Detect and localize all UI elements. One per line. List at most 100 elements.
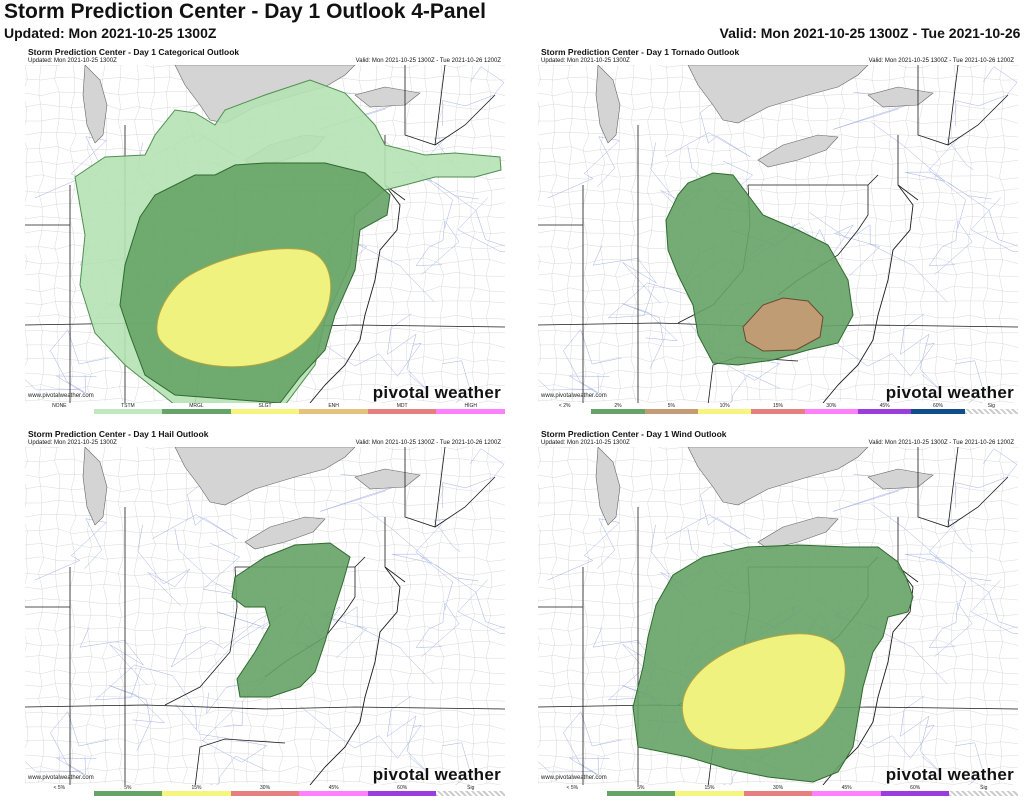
legend-swatch — [230, 409, 300, 414]
legend-item: TSTM — [93, 403, 163, 415]
legend-label: 60% — [932, 403, 943, 409]
panel-updated-time: Updated: Mon 2021-10-25 1300Z — [28, 440, 117, 446]
legend-item: 15% — [675, 786, 744, 797]
legend-swatch — [606, 791, 676, 796]
legend-label: HIGH — [464, 403, 478, 409]
legend-item: 30% — [804, 403, 858, 415]
legend-item: 60% — [367, 785, 437, 797]
coastline — [309, 184, 401, 403]
legend-label: 15% — [772, 403, 783, 409]
legend-label: Sig — [987, 403, 995, 409]
lake-michigan — [595, 447, 621, 526]
legend-swatch — [591, 409, 645, 414]
legend-item: < 5% — [25, 786, 94, 797]
coastline — [309, 566, 401, 785]
legend-item: HIGH — [436, 403, 506, 415]
panel-valid-time: Valid: Mon 2021-10-25 1300Z - Tue 2021-1… — [355, 58, 501, 64]
panel-updated-time: Updated: Mon 2021-10-25 1300Z — [28, 58, 117, 64]
tornado-5pct-area — [742, 297, 824, 352]
lake-huron-erie — [174, 447, 356, 550]
legend-item: 30% — [230, 785, 300, 797]
legend-item: 10% — [697, 403, 752, 415]
legend-label: 15% — [191, 785, 202, 791]
legend-label: 5% — [667, 403, 675, 409]
pivotal-weather-logo: pivotal weather — [372, 765, 501, 784]
legend-label: 60% — [397, 785, 408, 791]
legend-label: TSTM — [121, 403, 135, 409]
legend-swatch — [857, 409, 912, 414]
legend-swatch — [697, 409, 752, 414]
legend-item: 15% — [751, 403, 805, 415]
legend-label: < 5% — [566, 785, 579, 791]
legend-swatch — [743, 791, 813, 796]
state-borders — [538, 65, 1018, 403]
legend-label: 15% — [704, 785, 715, 791]
legend-label: Sig — [467, 785, 475, 791]
panel-updated-time: Updated: Mon 2021-10-25 1300Z — [541, 58, 630, 64]
categorical-outlook-panel: Storm Prediction Center - Day 1 Categori… — [25, 45, 506, 415]
legend-swatch — [538, 409, 592, 414]
outlook-map: www.pivotalweather.com pivotal weather — [538, 447, 1018, 785]
legend-item: 30% — [743, 785, 813, 797]
wind-15pct-area — [681, 633, 846, 751]
legend-swatch — [436, 409, 506, 414]
risk-legend: < 5% 5% 15% 30% 45% 60% Sig — [538, 785, 1019, 797]
legend-item: MDT — [367, 404, 437, 415]
pivotal-weather-logo: pivotal weather — [885, 383, 1014, 402]
legend-swatch — [367, 409, 437, 414]
lake-michigan — [595, 65, 621, 144]
legend-swatch — [93, 791, 163, 796]
wind-outlook-panel: Storm Prediction Center - Day 1 Wind Out… — [538, 427, 1019, 797]
page-updated-time: Updated: Mon 2021-10-25 1300Z — [4, 25, 217, 41]
legend-swatch — [162, 791, 231, 796]
hail-outlook-panel: Storm Prediction Center - Day 1 Hail Out… — [25, 427, 506, 797]
panel-title: Storm Prediction Center - Day 1 Tornado … — [541, 47, 740, 57]
legend-label: 30% — [773, 785, 784, 791]
legend-swatch — [964, 409, 1018, 414]
legend-item: 5% — [606, 785, 676, 797]
legend-swatch — [880, 791, 950, 796]
legend-item: 60% — [880, 785, 950, 797]
legend-label: < 2% — [558, 403, 571, 409]
coastline — [822, 184, 914, 403]
panel-updated-time: Updated: Mon 2021-10-25 1300Z — [541, 440, 630, 446]
legend-label: < 5% — [53, 785, 66, 791]
lake-ontario — [354, 86, 421, 108]
legend-swatch — [93, 409, 163, 414]
legend-item: < 2% — [538, 403, 592, 415]
source-credit: www.pivotalweather.com — [28, 393, 94, 399]
legend-swatch — [162, 409, 231, 414]
legend-label: 30% — [826, 403, 837, 409]
legend-label: NONE — [52, 403, 67, 409]
legend-swatch — [804, 409, 858, 414]
legend-swatch — [367, 791, 437, 796]
legend-label: 30% — [260, 785, 271, 791]
legend-label: 45% — [328, 785, 339, 791]
legend-item: 60% — [911, 403, 965, 415]
legend-item: 2% — [591, 403, 645, 415]
panel-valid-time: Valid: Mon 2021-10-25 1300Z - Tue 2021-1… — [355, 440, 501, 446]
lake-michigan — [82, 65, 108, 144]
legend-label: 2% — [614, 403, 622, 409]
risk-legend: < 5% 5% 15% 30% 45% 60% Sig — [25, 785, 506, 797]
legend-item: Sig — [436, 785, 506, 797]
legend-label: 5% — [637, 785, 645, 791]
panel-title: Storm Prediction Center - Day 1 Hail Out… — [28, 429, 209, 439]
legend-item: 15% — [162, 786, 231, 797]
legend-item: Sig — [964, 403, 1018, 415]
legend-swatch — [675, 791, 744, 796]
outlook-map: www.pivotalweather.com pivotal weather — [25, 65, 505, 403]
legend-swatch — [299, 409, 368, 414]
legend-swatch — [644, 409, 698, 414]
legend-swatch — [25, 791, 94, 796]
legend-label: 10% — [719, 403, 730, 409]
lake-ontario — [867, 86, 934, 108]
legend-item: SLGT — [230, 404, 300, 415]
legend-swatch — [949, 791, 1019, 796]
legend-swatch — [751, 409, 805, 414]
legend-label: 60% — [910, 785, 921, 791]
legend-item: 5% — [93, 786, 163, 797]
legend-swatch — [25, 409, 94, 414]
source-credit: www.pivotalweather.com — [541, 775, 607, 781]
legend-label: 45% — [879, 403, 890, 409]
